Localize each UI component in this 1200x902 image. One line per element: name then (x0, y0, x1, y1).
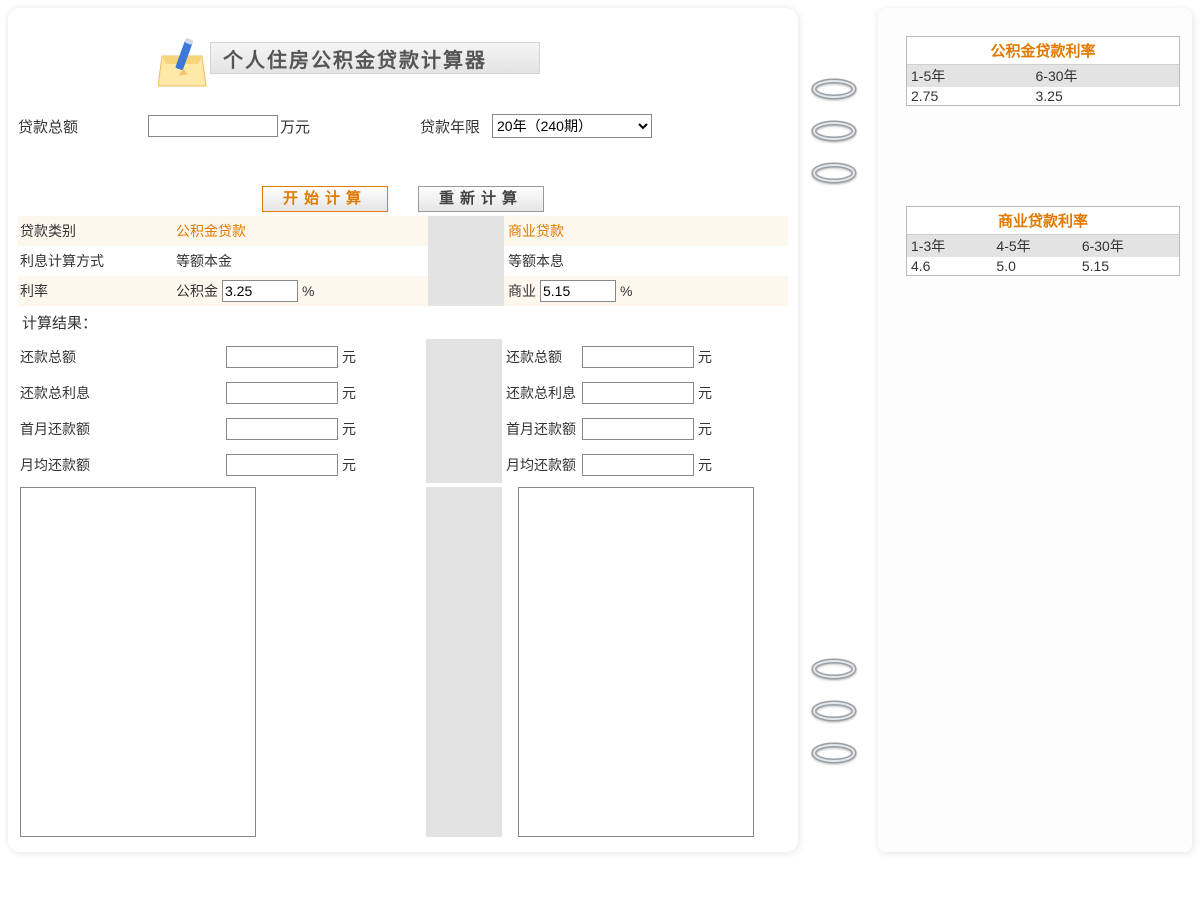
biz-h1: 1-3年 (907, 235, 992, 258)
binder-rings-top (810, 60, 874, 202)
total-interest-biz[interactable] (582, 382, 694, 404)
yuan-3: 元 (342, 383, 356, 403)
divider-col (426, 447, 502, 483)
label-avg-month: 月均还款额 (18, 455, 226, 475)
label-interest-method: 利息计算方式 (18, 251, 176, 271)
label-first-month-b: 首月还款额 (506, 419, 578, 439)
label-loan-type: 贷款类别 (18, 221, 176, 241)
biz-rate-table: 商业贷款利率 1-3年 4-5年 6-30年 4.6 5.0 5.15 (906, 206, 1180, 276)
biz-h3: 6-30年 (1078, 235, 1179, 258)
ring-icon (810, 76, 858, 102)
label-total-repay-b: 还款总额 (506, 347, 578, 367)
biz-rate-title: 商业贷款利率 (907, 207, 1179, 234)
total-repay-fund[interactable] (226, 346, 338, 368)
pct-2: % (620, 283, 632, 299)
loan-amount-input[interactable] (148, 115, 278, 137)
total-repay-biz[interactable] (582, 346, 694, 368)
fund-h1: 1-5年 (907, 65, 1032, 88)
label-loan-years: 贷款年限 (420, 116, 492, 137)
divider-col (428, 276, 504, 306)
label-total-repay: 还款总额 (18, 347, 226, 367)
title-block: 个人住房公积金贷款计算器 (148, 42, 788, 92)
label-first-month: 首月还款额 (18, 419, 226, 439)
total-interest-fund[interactable] (226, 382, 338, 404)
ring-icon (810, 740, 858, 766)
divider-col (426, 487, 502, 837)
fund-rate-title: 公积金贷款利率 (907, 37, 1179, 64)
ring-icon (810, 118, 858, 144)
fund-v2: 3.25 (1032, 87, 1180, 105)
first-month-biz[interactable] (582, 418, 694, 440)
fund-rate-table: 公积金贷款利率 1-5年 6-30年 2.75 3.25 (906, 36, 1180, 106)
reset-button[interactable]: 重新计算 (418, 186, 544, 212)
ring-icon (810, 698, 858, 724)
rate-prefix-biz: 商业 (508, 281, 536, 301)
pct-1: % (302, 283, 314, 299)
yuan-4: 元 (698, 383, 712, 403)
ring-icon (810, 656, 858, 682)
calculator-panel: 个人住房公积金贷款计算器 贷款总额 万元 贷款年限 20年（240期） 开始计算… (8, 8, 798, 852)
yuan-6: 元 (698, 419, 712, 439)
biz-h2: 4-5年 (992, 235, 1077, 258)
biz-v1: 4.6 (907, 257, 992, 275)
pencil-note-icon (158, 38, 210, 90)
divider-col (426, 375, 502, 411)
col-fund-header: 公积金贷款 (176, 221, 246, 241)
fund-v1: 2.75 (907, 87, 1032, 105)
method-fund: 等额本金 (176, 251, 232, 271)
label-total-interest-b: 还款总利息 (506, 383, 578, 403)
divider-col (428, 246, 504, 276)
label-rate: 利率 (18, 281, 176, 301)
divider-col (426, 339, 502, 375)
schedule-fund-textarea[interactable] (20, 487, 256, 837)
rates-sidebar: 公积金贷款利率 1-5年 6-30年 2.75 3.25 商业贷款利率 1-3年… (878, 8, 1192, 852)
rate-prefix-fund: 公积金 (176, 281, 218, 301)
fund-rate-input[interactable] (222, 280, 298, 302)
fund-h2: 6-30年 (1032, 65, 1180, 88)
biz-v2: 5.0 (992, 257, 1077, 275)
yuan-8: 元 (698, 455, 712, 475)
yuan-1: 元 (342, 347, 356, 367)
page-title: 个人住房公积金贷款计算器 (210, 42, 540, 74)
label-loan-amount: 贷款总额 (18, 116, 148, 137)
method-biz: 等额本息 (508, 251, 564, 271)
label-avg-month-b: 月均还款额 (506, 455, 578, 475)
divider-col (428, 216, 504, 246)
col-biz-header: 商业贷款 (508, 221, 564, 241)
result-heading: 计算结果： (18, 312, 788, 333)
biz-v3: 5.15 (1078, 257, 1179, 275)
calculate-button[interactable]: 开始计算 (262, 186, 388, 212)
biz-rate-input[interactable] (540, 280, 616, 302)
schedule-biz-textarea[interactable] (518, 487, 754, 837)
avg-month-fund[interactable] (226, 454, 338, 476)
divider-col (426, 411, 502, 447)
unit-wan: 万元 (280, 116, 310, 137)
label-total-interest: 还款总利息 (18, 383, 226, 403)
loan-years-select[interactable]: 20年（240期） (492, 114, 652, 138)
yuan-5: 元 (342, 419, 356, 439)
binder-rings-bottom (810, 640, 874, 782)
first-month-fund[interactable] (226, 418, 338, 440)
avg-month-biz[interactable] (582, 454, 694, 476)
yuan-2: 元 (698, 347, 712, 367)
ring-icon (810, 160, 858, 186)
yuan-7: 元 (342, 455, 356, 475)
